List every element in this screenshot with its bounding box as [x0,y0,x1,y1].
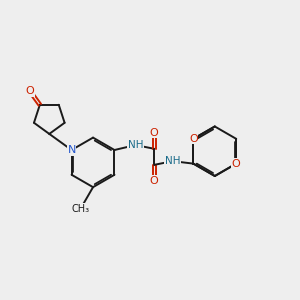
Text: NH: NH [128,140,143,150]
Text: O: O [189,134,198,144]
Text: O: O [232,159,241,169]
Text: N: N [68,145,76,155]
Text: NH: NH [165,156,180,166]
Text: O: O [150,128,158,138]
Text: CH₃: CH₃ [72,204,90,214]
Text: O: O [150,176,158,186]
Text: O: O [26,86,34,96]
